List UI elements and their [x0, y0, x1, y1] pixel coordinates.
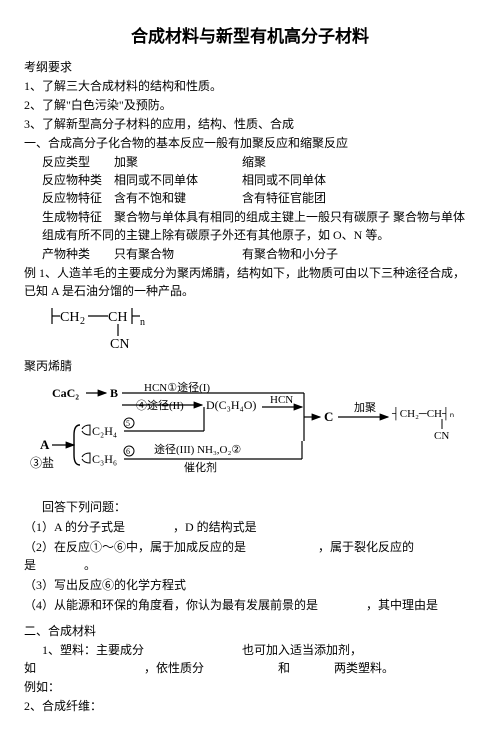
- table-label: 反应物种类: [42, 173, 102, 187]
- table-label: 反应物特征: [42, 191, 102, 205]
- reaction-diagram: CaC₂BHCN①途径(I)④途径(II)D(C₃H₄O)HCNC加聚┤CH₂─…: [24, 379, 476, 494]
- table-row: 生成物特征 聚合物与单体具有相同的组成主键上一般只有碳原子 聚合物与单体组成有所…: [24, 208, 476, 244]
- svg-text:③盐: ③盐: [30, 456, 54, 470]
- svg-text:A: A: [40, 437, 50, 452]
- svg-text:6: 6: [126, 447, 130, 456]
- table-val: 含有不饱和键: [114, 191, 186, 205]
- questions-header: 回答下列问题：: [24, 498, 476, 516]
- question-item: （3）写出反应⑥的化学方程式: [24, 576, 476, 594]
- section-2-title: 二、合成材料: [24, 622, 476, 640]
- structural-formula: CH2 CH n CN: [42, 304, 476, 356]
- outline-item: 1、了解三大合成材料的结构和性质。: [24, 77, 476, 95]
- svg-text:n: n: [140, 317, 145, 328]
- page-title: 合成材料与新型有机高分子材料: [24, 24, 476, 50]
- table-val: 聚合物与单体具有相同的组成主键上一般只有碳原子 聚合物与单体组成有所不同的主键上…: [42, 210, 465, 242]
- table-row: 反应物特征 含有不饱和键 含有特征官能团: [24, 189, 476, 207]
- text: 和: [234, 659, 334, 677]
- question-item: （2）在反应①～⑥中，属于加成反应的是 ，属于裂化反应的是 。: [24, 538, 476, 574]
- svg-text:HCN①途径(I): HCN①途径(I): [144, 380, 210, 394]
- table-val: 有聚合物和小分子: [242, 245, 476, 263]
- svg-text:5: 5: [126, 419, 130, 428]
- plastic-line: 1、塑料：主要成分 也可加入适当添加剂，: [24, 641, 476, 659]
- outline-item: 2、了解"白色污染"及预防。: [24, 96, 476, 114]
- table-val: 相同或不同单体: [114, 173, 198, 187]
- poly-label: 聚丙烯腈: [24, 357, 476, 375]
- fiber-line: 2、合成纤维：: [24, 697, 476, 715]
- table-val: 缩聚: [242, 153, 476, 171]
- svg-text:加聚: 加聚: [354, 401, 376, 414]
- svg-text:B: B: [110, 386, 118, 400]
- text: 也可加入适当添加剂，: [242, 641, 476, 659]
- table-row: 产物种类 只有聚合物 有聚合物和小分子: [24, 245, 476, 263]
- svg-text:C₂H₄: C₂H₄: [92, 424, 117, 438]
- table-val: 相同或不同单体: [242, 171, 476, 189]
- question-item: （1）A 的分子式是 ，D 的结构式是: [24, 518, 476, 536]
- question-item: （4）从能源和环保的角度看，你认为最有发展前景的是 ，其中理由是: [24, 596, 476, 614]
- svg-text:CaC₂: CaC₂: [52, 386, 79, 400]
- outline-item: 3、了解新型高分子材料的应用，结构、性质、合成: [24, 115, 476, 133]
- svg-text:途径(III) NH₃,O₂②: 途径(III) NH₃,O₂②: [154, 442, 241, 456]
- svg-text:催化剂: 催化剂: [184, 460, 217, 474]
- plastic-line: 如 ，依性质分 和 两类塑料。: [24, 659, 476, 677]
- table-label: 反应类型: [42, 155, 90, 169]
- svg-text:CH: CH: [108, 310, 127, 325]
- table-val: 含有特征官能团: [242, 189, 476, 207]
- svg-text:CH: CH: [60, 310, 79, 325]
- text: 1、塑料：主要成分: [42, 641, 242, 659]
- table-val: 加聚: [114, 155, 138, 169]
- example-1: 例 1、人造羊毛的主要成分为聚丙烯腈，结构如下，此物质可由以下三种途径合成，已知…: [24, 264, 476, 300]
- svg-text:HCN: HCN: [270, 394, 293, 406]
- svg-text:C₃H₆: C₃H₆: [92, 452, 117, 466]
- text: 两类塑料。: [334, 659, 394, 677]
- table-label: 产物种类: [42, 247, 90, 261]
- table-row: 反应类型 加聚 缩聚: [24, 153, 476, 171]
- table-row: 反应物种类 相同或不同单体 相同或不同单体: [24, 171, 476, 189]
- svg-text:D(C₃H₄O): D(C₃H₄O): [206, 398, 256, 412]
- svg-text:C: C: [324, 409, 333, 424]
- svg-text:2: 2: [80, 316, 85, 327]
- text: 如 ，依性质分: [24, 659, 234, 677]
- plastic-line: 例如：: [24, 678, 476, 696]
- table-val: 只有聚合物: [114, 247, 174, 261]
- section-1-title: 一、合成高分子化合物的基本反应一般有加聚反应和缩聚反应: [24, 134, 476, 152]
- table-label: 生成物特征: [42, 210, 102, 224]
- svg-text:┤CH₂─CH┤ₙ: ┤CH₂─CH┤ₙ: [391, 406, 454, 421]
- outline-header: 考纲要求: [24, 58, 476, 76]
- svg-text:CN: CN: [434, 430, 449, 442]
- svg-text:CN: CN: [110, 337, 129, 350]
